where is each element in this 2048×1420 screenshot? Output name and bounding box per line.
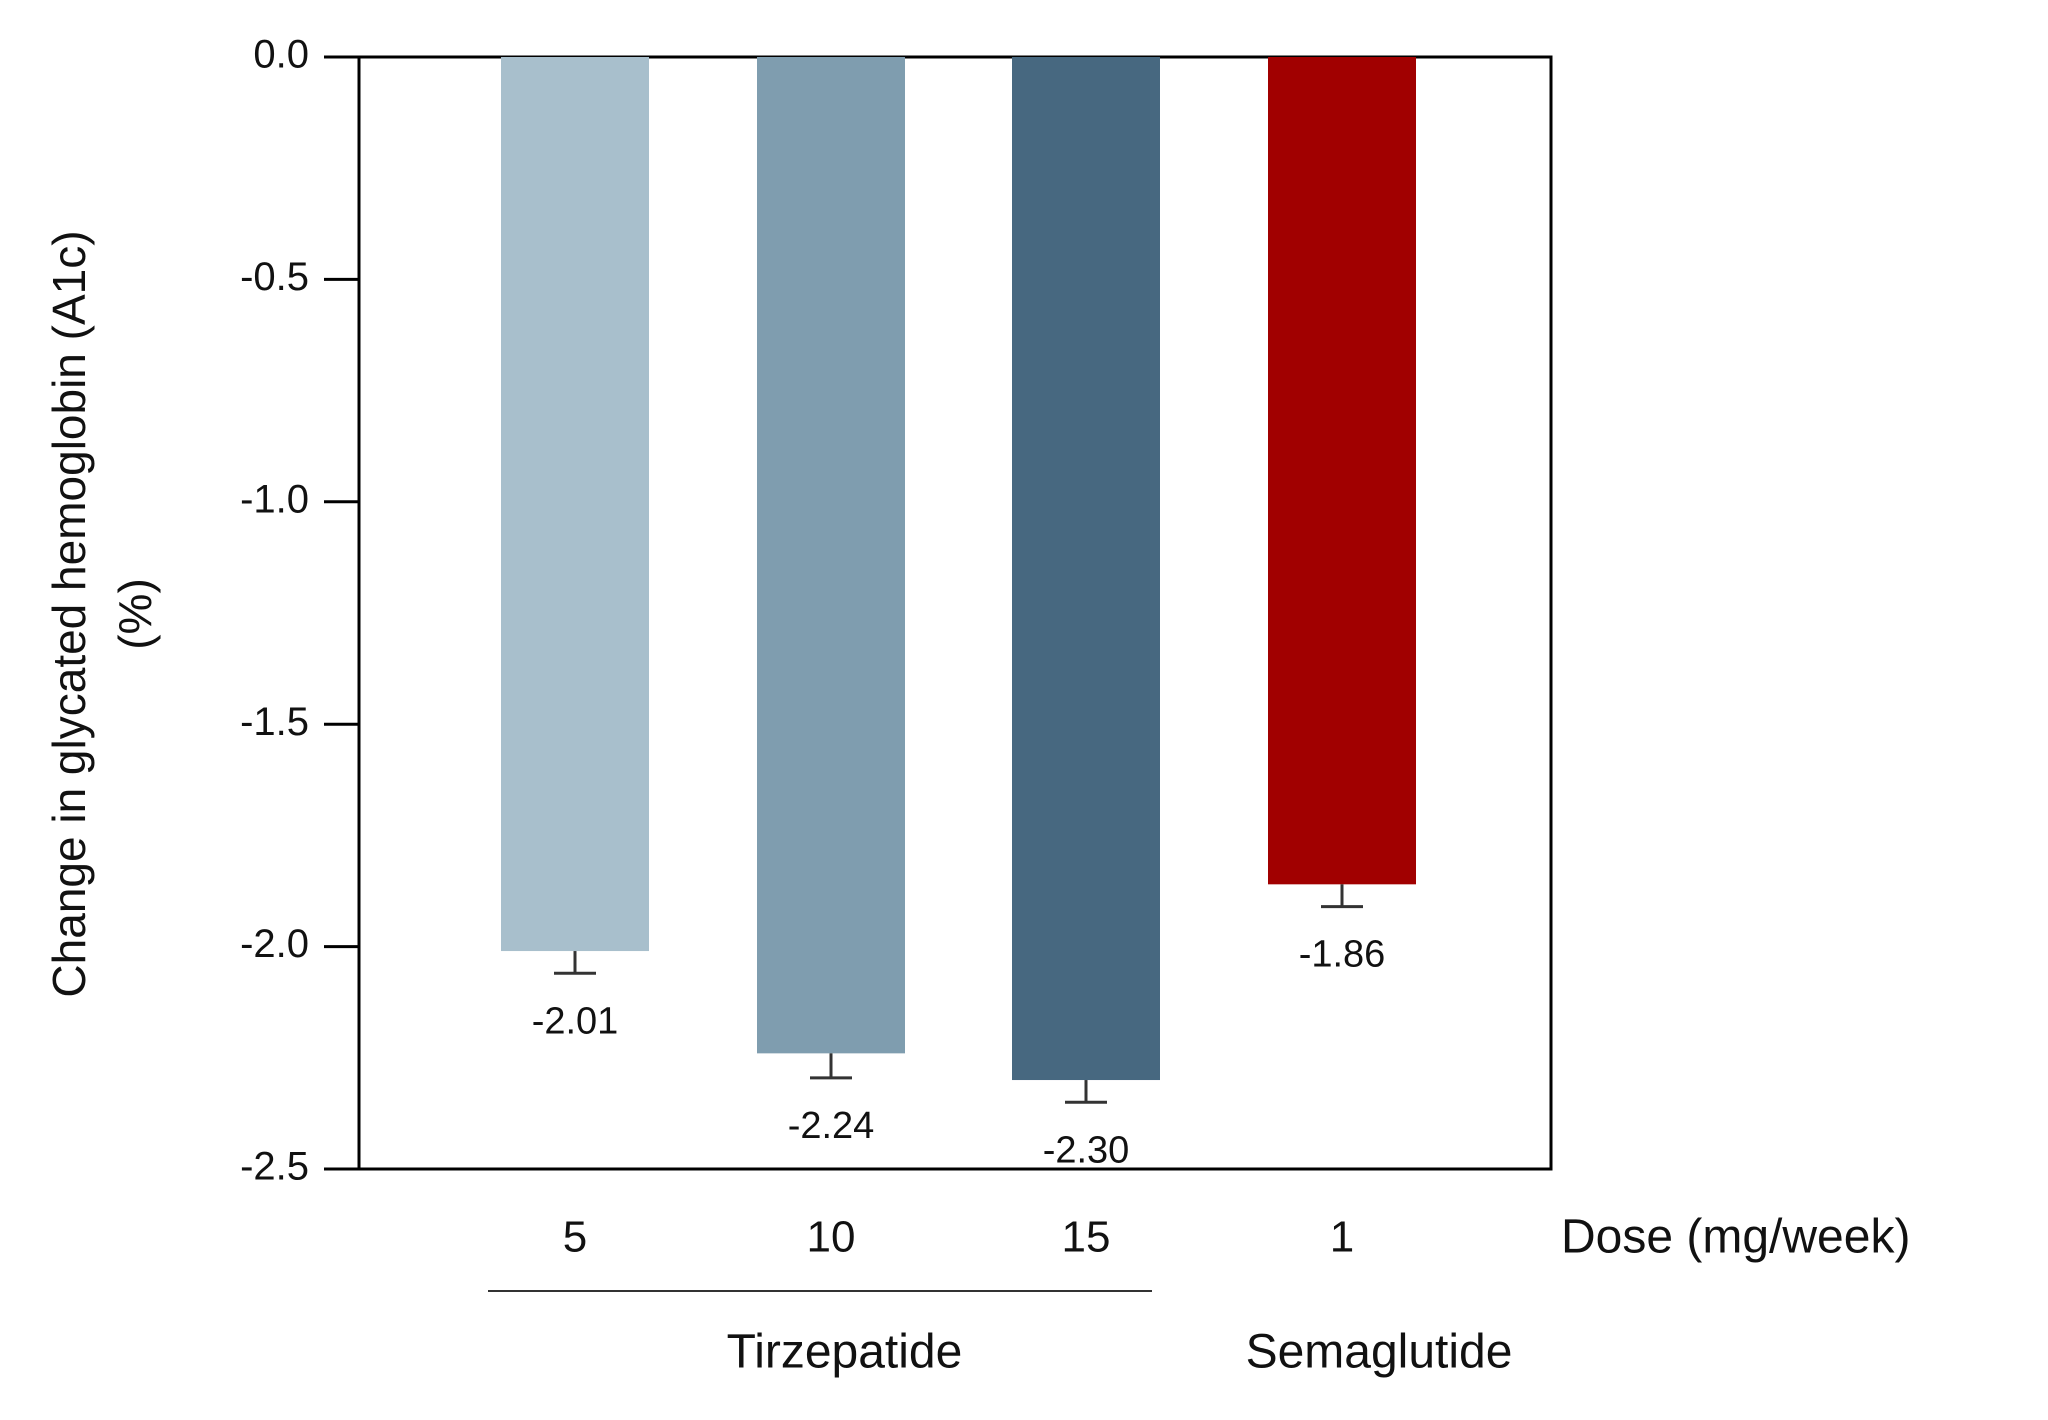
value-label: -2.24 xyxy=(788,1105,875,1147)
x-tick-label: 5 xyxy=(563,1213,587,1262)
bar xyxy=(1268,57,1416,885)
plot-frame xyxy=(357,55,1553,1171)
bar xyxy=(757,57,905,1054)
y-tick-label: -2.0 xyxy=(240,922,309,966)
value-label: -1.86 xyxy=(1299,934,1386,976)
bar xyxy=(501,57,649,952)
value-label: -2.01 xyxy=(532,1000,619,1042)
y-axis-label: (%) xyxy=(109,578,161,650)
y-tick-label: -1.0 xyxy=(240,477,309,521)
group-label: Tirzepatide xyxy=(727,1326,963,1379)
x-tick-label: 15 xyxy=(1062,1213,1111,1262)
x-tick-label: 1 xyxy=(1330,1213,1354,1262)
bar xyxy=(1012,57,1160,1081)
y-tick-label: -0.5 xyxy=(240,255,309,299)
x-tick-label: 10 xyxy=(807,1213,856,1262)
y-tick-label: -2.5 xyxy=(240,1145,309,1189)
y-tick-label: -1.5 xyxy=(240,700,309,744)
y-tick-label: 0.0 xyxy=(253,33,309,77)
x-axis-label: Dose (mg/week) xyxy=(1561,1211,1910,1264)
value-label: -2.30 xyxy=(1043,1129,1130,1171)
group-label: Semaglutide xyxy=(1246,1326,1513,1379)
y-axis-label: Change in glycated hemoglobin (A1c) xyxy=(43,230,95,997)
